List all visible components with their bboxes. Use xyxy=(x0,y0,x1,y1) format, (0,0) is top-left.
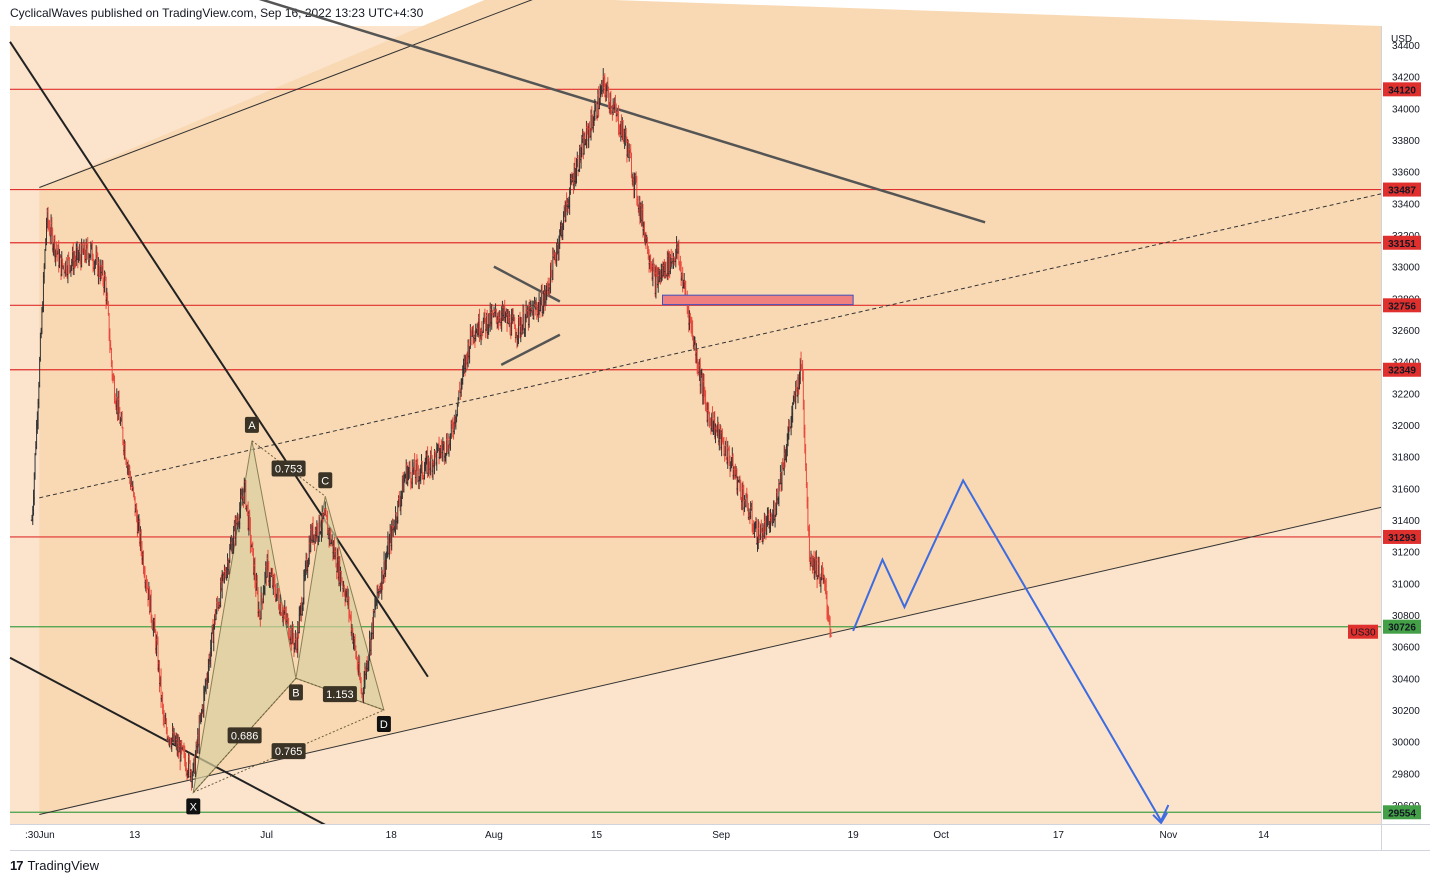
pattern-point-bg xyxy=(376,716,391,732)
time-tick-label: 17 xyxy=(1053,830,1065,841)
pattern-point-label: X xyxy=(190,801,198,813)
ratio-label-bg xyxy=(322,686,357,703)
tradingview-footer[interactable]: 17 TradingView xyxy=(10,858,99,873)
ratio-label: 0.753 xyxy=(275,464,303,476)
time-tick-label: Sep xyxy=(712,830,730,841)
price-tick-label: 30200 xyxy=(1392,706,1420,717)
price-tick-label: 34200 xyxy=(1392,73,1420,84)
price-tick-label: 30000 xyxy=(1392,738,1420,749)
support-level-label: 29554 xyxy=(1388,808,1416,819)
time-tick-label: 14 xyxy=(1258,830,1270,841)
resistance-level-label-bg xyxy=(1383,235,1421,250)
resistance-level-label: 32756 xyxy=(1388,301,1416,312)
harmonic-xd-line xyxy=(193,709,385,793)
symbol-tag: US30 xyxy=(1350,628,1375,639)
candles xyxy=(30,68,833,791)
support-level-label-bg xyxy=(1383,619,1421,634)
resistance-level-label: 33487 xyxy=(1388,186,1416,197)
price-tick-label: 33600 xyxy=(1392,168,1420,179)
price-tick-label: 31400 xyxy=(1392,516,1420,527)
price-tick-label: 30600 xyxy=(1392,643,1420,654)
resistance-level-label-bg xyxy=(1383,182,1421,197)
ratio-label: 0.686 xyxy=(231,730,259,742)
symbol-tag-bg xyxy=(1348,624,1378,639)
resistance-zone-box xyxy=(662,294,854,306)
pattern-point-bg xyxy=(288,684,303,701)
price-tick-label: 33400 xyxy=(1392,199,1420,210)
currency-label: USD xyxy=(1391,34,1412,45)
time-tick-label: Nov xyxy=(1159,830,1177,841)
price-tick-label: 30400 xyxy=(1392,674,1420,685)
pattern-point-label: C xyxy=(321,475,329,487)
price-tick-label: 31000 xyxy=(1392,579,1420,590)
harmonic-bd-line xyxy=(295,677,385,711)
ratio-label-bg xyxy=(227,727,262,744)
resistance-level-label-bg xyxy=(1383,82,1421,97)
channel-bottom-line xyxy=(39,506,1382,815)
price-tick-label: 33000 xyxy=(1392,263,1420,274)
time-axis-ticks: :30 Jun 13 Jul 18 Aug 15 Sep 19 Oct 17 Nov 14 xyxy=(25,830,1270,841)
time-tick-label: 13 xyxy=(129,830,141,841)
price-tick-label: 29800 xyxy=(1392,769,1420,780)
price-tick-label: 34000 xyxy=(1392,104,1420,115)
time-tick-label: 15 xyxy=(591,830,603,841)
resistance-zone xyxy=(662,294,854,306)
price-tick-label: 32000 xyxy=(1392,421,1420,432)
projection-line xyxy=(852,478,1170,823)
price-level-labels: 34120 33487 33151 32756 32349 31293 30726 29554… xyxy=(1348,82,1421,820)
projection-arrow-icon xyxy=(1152,812,1168,825)
ratio-label-bg xyxy=(271,743,306,760)
price-axis-background xyxy=(1382,26,1430,850)
resistance-level-label: 33151 xyxy=(1388,239,1416,250)
price-tick-label: 33800 xyxy=(1392,136,1420,147)
price-tick-label: 32600 xyxy=(1392,326,1420,337)
price-tick-label: 34400 xyxy=(1392,41,1420,52)
price-tick-label: 30800 xyxy=(1392,611,1420,622)
support-level-label: 30726 xyxy=(1388,623,1416,634)
triangle-upper-line xyxy=(493,265,561,303)
time-tick-label: :30 xyxy=(25,830,39,841)
price-tick-label: 32200 xyxy=(1392,389,1420,400)
pattern-point-label: A xyxy=(248,420,256,432)
time-tick-label: 19 xyxy=(848,830,860,841)
pattern-point-label: D xyxy=(380,719,388,731)
time-axis-background xyxy=(10,824,1381,850)
pattern-point-bg xyxy=(318,472,333,489)
resistance-level-label-bg xyxy=(1383,298,1421,313)
time-tick-label: Oct xyxy=(933,830,949,841)
time-tick-label: 18 xyxy=(386,830,398,841)
pattern-point-label: B xyxy=(292,687,299,699)
pattern-point-bg xyxy=(186,798,201,815)
price-tick-label: 31200 xyxy=(1392,548,1420,559)
time-tick-label: Jul xyxy=(260,830,273,841)
resistance-level-label: 31293 xyxy=(1388,533,1416,544)
time-tick-label: Jun xyxy=(39,830,55,841)
ratio-label: 1.153 xyxy=(326,689,354,701)
triangle-lower-line xyxy=(500,333,561,366)
tradingview-brand: TradingView xyxy=(27,858,100,873)
time-tick-label: Aug xyxy=(485,830,503,841)
resistance-level-label: 34120 xyxy=(1388,85,1416,96)
resistance-level-label: 32349 xyxy=(1388,366,1416,377)
harmonic-pattern: 0.753 1.153 0.686 0.765 X A B C D xyxy=(186,416,391,815)
projection-path xyxy=(852,478,1170,825)
resistance-level-label-bg xyxy=(1383,362,1421,377)
price-tick-label: 31800 xyxy=(1392,453,1420,464)
resistance-level-label-bg xyxy=(1383,529,1421,544)
tradingview-logo-icon: 17 xyxy=(10,858,24,873)
ratio-label: 0.765 xyxy=(275,746,303,758)
channel-midline xyxy=(39,193,1382,499)
pattern-point-bg xyxy=(244,416,259,433)
descending-trendline xyxy=(9,41,429,678)
support-level-label-bg xyxy=(1383,805,1421,820)
price-tick-label: 31600 xyxy=(1392,484,1420,495)
ratio-label-bg xyxy=(271,460,306,477)
